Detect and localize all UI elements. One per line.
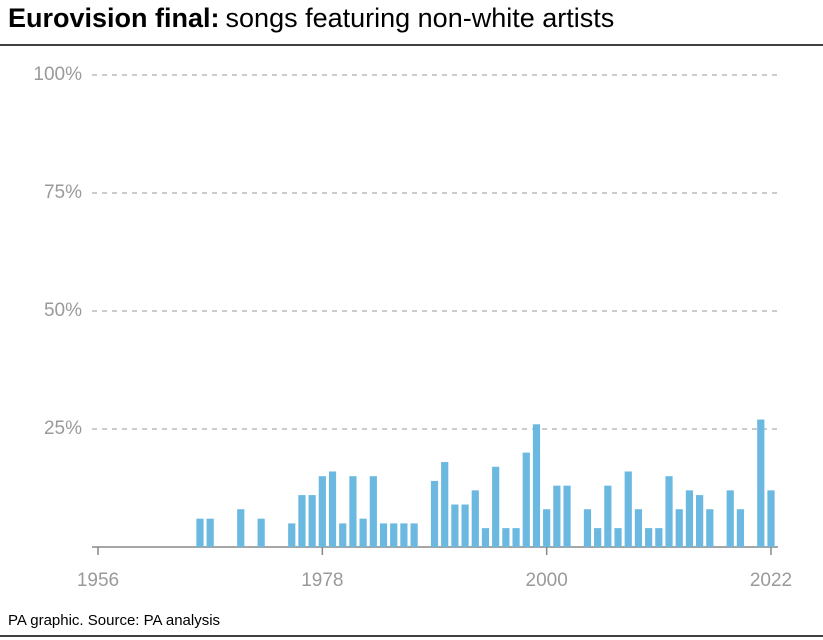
source: PA graphic. Source: PA analysis xyxy=(8,612,220,629)
bar xyxy=(196,518,204,547)
bar xyxy=(481,528,490,547)
y-tick-label: 100% xyxy=(33,64,82,85)
bar xyxy=(553,485,561,547)
bar xyxy=(339,523,347,547)
bar xyxy=(237,509,245,547)
bar xyxy=(757,419,765,547)
bar xyxy=(726,490,734,547)
bar xyxy=(492,466,500,547)
bar xyxy=(390,523,398,547)
bar xyxy=(298,495,306,547)
x-tick-label: 2022 xyxy=(750,570,792,591)
bar xyxy=(696,495,704,547)
title-rest: songs featuring non-white artists xyxy=(226,3,615,33)
bar xyxy=(583,509,592,547)
bar xyxy=(359,518,367,547)
bar xyxy=(522,452,530,547)
bar xyxy=(532,424,541,547)
bar xyxy=(563,485,571,547)
bar xyxy=(736,509,745,547)
bar xyxy=(257,518,265,547)
bar xyxy=(655,528,663,547)
bar xyxy=(451,504,459,547)
bar xyxy=(369,476,377,547)
bar xyxy=(441,462,449,547)
bar xyxy=(767,490,775,547)
bar xyxy=(328,471,337,547)
bar xyxy=(349,476,357,547)
x-tick-label: 1956 xyxy=(77,570,119,591)
bar xyxy=(665,476,673,547)
bar xyxy=(461,504,469,547)
bar xyxy=(471,490,479,547)
bar xyxy=(634,509,643,547)
bar xyxy=(379,523,388,547)
bar xyxy=(512,528,520,547)
bar xyxy=(685,490,694,547)
x-tick-label: 2000 xyxy=(526,570,568,591)
bar xyxy=(288,523,296,547)
bar xyxy=(543,509,551,547)
bar xyxy=(614,528,622,547)
bar xyxy=(645,528,653,547)
bar xyxy=(410,523,418,547)
bar xyxy=(624,471,632,547)
chart-title: Eurovision final: songs featuring non-whi… xyxy=(8,3,614,33)
y-tick-label: 50% xyxy=(44,300,82,321)
bar xyxy=(206,518,214,547)
bar xyxy=(502,528,510,547)
bar xyxy=(318,476,326,547)
y-tick-label: 75% xyxy=(44,182,82,203)
bar xyxy=(706,509,714,547)
bar xyxy=(675,509,683,547)
title-bold: Eurovision final: xyxy=(8,3,220,33)
bar xyxy=(604,485,612,547)
bar xyxy=(594,528,602,547)
bar xyxy=(430,480,439,547)
y-tick-label: 25% xyxy=(44,418,82,439)
bar xyxy=(308,495,316,547)
bar xyxy=(400,523,408,547)
x-tick-label: 1978 xyxy=(301,570,343,591)
